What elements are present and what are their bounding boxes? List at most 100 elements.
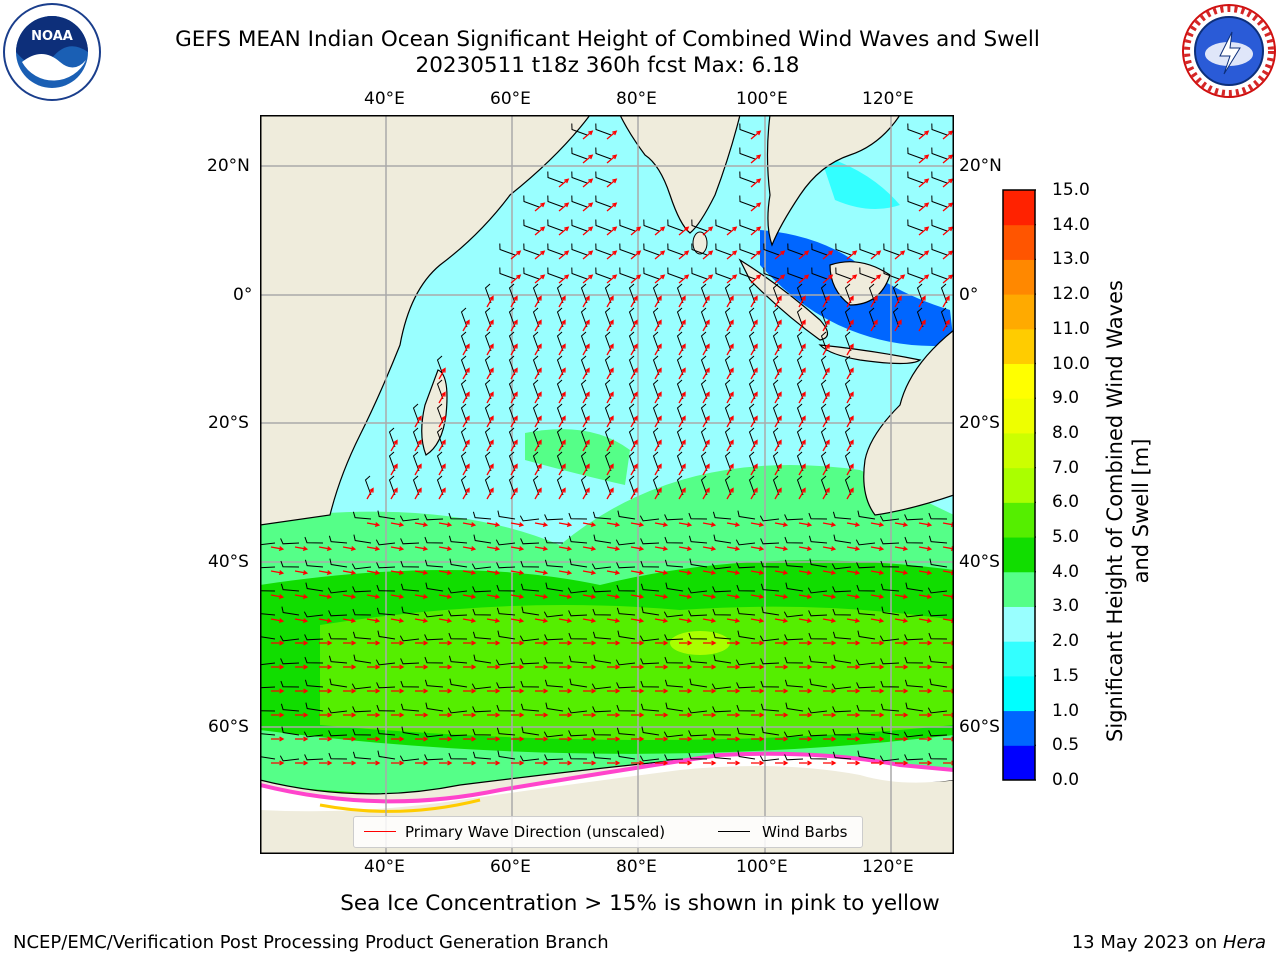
wind-barb [739,219,756,232]
wave-arrow [655,712,669,718]
wind-barb [640,680,660,688]
wave-arrow [703,664,717,670]
wave-arrow [823,736,837,742]
wind-barb [499,267,516,280]
wind-barb [857,750,876,760]
wind-barb [783,611,804,618]
wind-barb [676,427,684,448]
wave-arrow [486,391,494,404]
wave-arrow [438,415,446,428]
wave-arrow [534,570,549,576]
wave-arrow [630,463,638,476]
wave-arrow [582,154,594,164]
wave-arrow [582,415,590,428]
wind-barb [784,634,804,641]
wave-arrow [439,712,453,718]
wave-arrow [823,688,837,694]
wind-barb [532,355,540,376]
wind-barb [724,283,732,304]
wave-arrow [606,343,614,356]
wave-arrow [606,463,614,476]
wind-barb [712,631,732,640]
wave-arrow [918,618,933,624]
wave-arrow [703,760,717,766]
wind-barb [604,427,612,448]
wind-barb [904,634,924,641]
wind-barb [787,243,804,256]
wave-arrow [630,367,638,380]
wind-barb [763,243,780,256]
wave-arrow [487,664,501,670]
wind-barb [260,590,276,592]
wind-barb [375,539,396,546]
colorbar-swatch [1003,606,1035,642]
wind-barb [412,475,420,496]
lon-tick-bottom: 40°E [364,857,405,877]
wind-barb [497,510,516,520]
wave-arrow [702,391,710,404]
wave-arrow [775,664,789,670]
wind-barb [532,427,540,448]
wave-arrow [654,463,662,476]
wave-arrow [775,640,789,646]
wave-arrow [847,712,861,718]
lat-tick-right: 20°S [959,413,1000,433]
wave-arrow [750,130,762,140]
wave-arrow [631,688,645,694]
wave-arrow [390,439,398,452]
wind-barb [724,403,732,424]
wind-barb [643,219,660,232]
wind-barb [436,427,444,448]
lat-tick-right: 0° [959,285,979,305]
wave-arrow [559,640,573,646]
wind-barb [328,610,348,617]
wave-arrow [486,463,494,476]
wave-arrow [679,736,693,742]
wind-barb [820,355,828,376]
wind-barb [495,659,516,666]
wave-arrow [534,343,542,356]
wind-barb [580,379,588,400]
wave-arrow [390,546,405,552]
wind-barb-field [260,123,948,762]
wave-arrow [871,664,885,670]
wind-barb [304,634,324,641]
wind-barb [616,607,636,616]
wind-barb [571,267,588,280]
wind-barb [616,704,636,712]
wave-arrow [462,391,470,404]
wave-arrow [630,487,638,500]
wind-barb [571,195,588,208]
wave-arrow [582,250,594,260]
wind-barb [712,511,732,520]
chart-title-line1: GEFS MEAN Indian Ocean Significant Heigh… [175,27,1040,52]
wave-arrow [847,664,861,670]
wave-arrow [535,688,549,694]
wind-barb [424,634,444,641]
wave-band-mid-patch [525,429,630,485]
wind-barb [604,475,612,496]
wind-barb [904,679,924,688]
wave-arrow [678,274,690,284]
wind-barb [880,538,900,545]
wind-barb [735,539,756,546]
wind-barb [676,451,684,472]
wind-barb [760,583,780,592]
wave-arrow [726,415,734,428]
wave-arrow [606,391,614,404]
wave-arrow [438,439,446,452]
wind-barb [400,703,420,712]
wave-arrow [630,319,638,332]
wave-arrow [414,618,429,624]
colorbar-tick-label: 8.0 [1052,422,1080,443]
lon-tick-top: 120°E [862,89,914,109]
wind-barb [905,582,924,592]
wind-barb [928,610,948,617]
wind-barb [808,655,828,664]
wind-barb [907,147,924,160]
wind-barb [783,731,804,738]
wind-barb [844,355,852,376]
wave-arrow [462,594,477,600]
wind-barb [807,707,828,714]
wind-barb [580,355,588,376]
